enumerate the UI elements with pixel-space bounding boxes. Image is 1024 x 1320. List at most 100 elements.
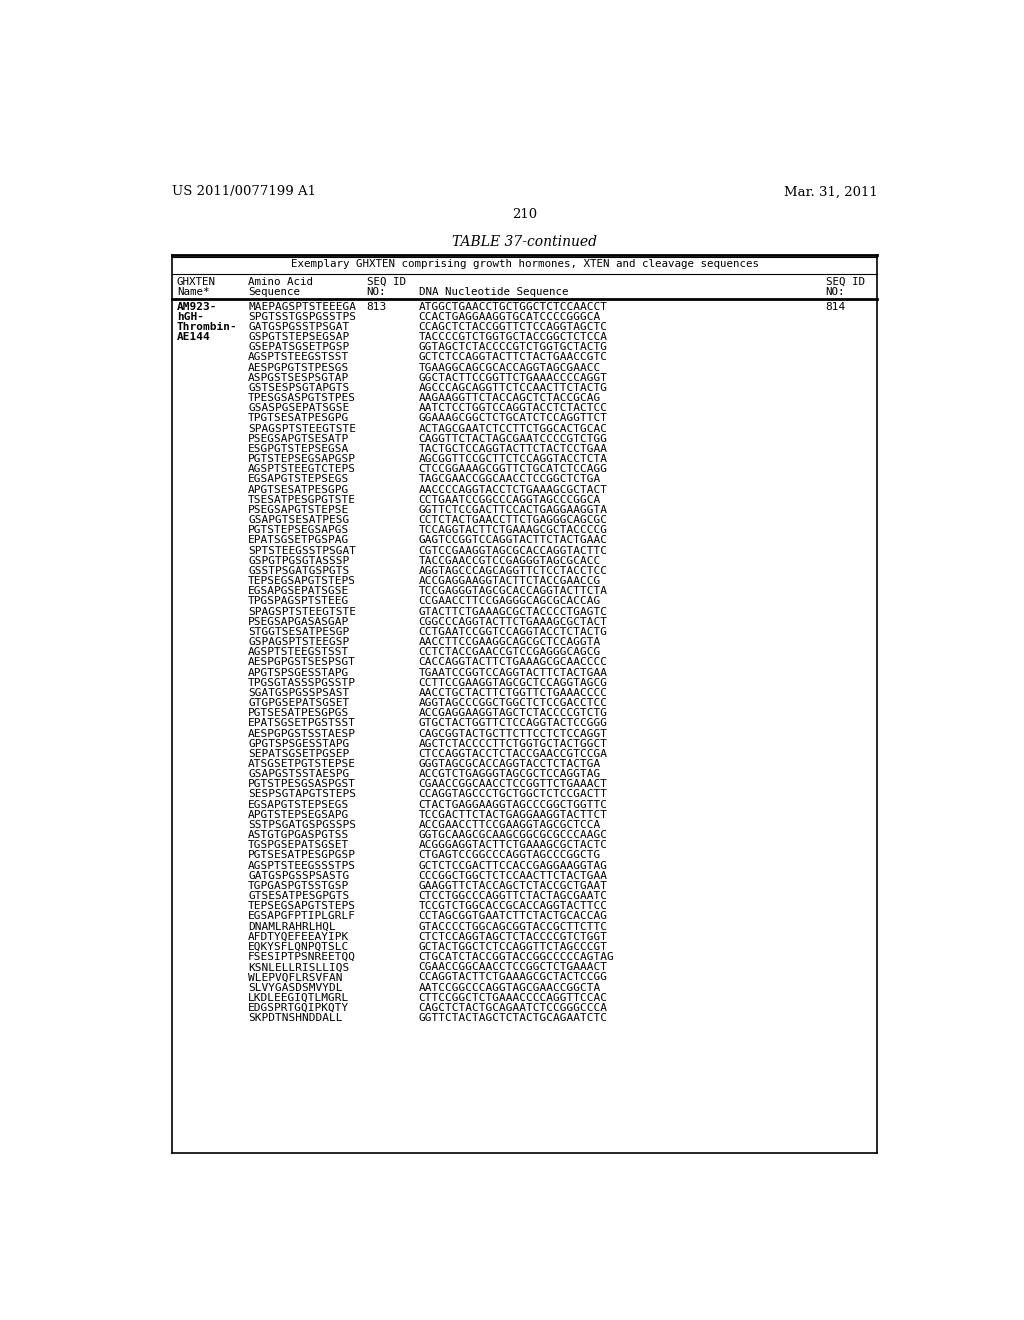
Text: DNAMLRAHRLHQL: DNAMLRAHRLHQL xyxy=(248,921,336,932)
Text: CAGGTTCTACTAGCGAATCCCCGTCTGG: CAGGTTCTACTAGCGAATCCCCGTCTGG xyxy=(419,434,607,444)
Text: Amino Acid: Amino Acid xyxy=(248,277,313,286)
Text: CTCCAGGTACCTCTACCGAACCGTCCGA: CTCCAGGTACCTCTACCGAACCGTCCGA xyxy=(419,748,607,759)
Text: SGATGSPGSSPSAST: SGATGSPGSSPSAST xyxy=(248,688,349,698)
Text: ATSGSETPGTSTEPSE: ATSGSETPGTSTEPSE xyxy=(248,759,356,770)
Text: Exemplary GHXTEN comprising growth hormones, XTEN and cleavage sequences: Exemplary GHXTEN comprising growth hormo… xyxy=(291,259,759,268)
Text: GAGTCCGGTCCAGGTACTTCTACTGAAC: GAGTCCGGTCCAGGTACTTCTACTGAAC xyxy=(419,536,607,545)
Text: TCCGAGGGTAGCGCACCAGGTACTTCTA: TCCGAGGGTAGCGCACCAGGTACTTCTA xyxy=(419,586,607,597)
Text: CCCGGCTGGCTCTCCAACTTCTACTGAA: CCCGGCTGGCTCTCCAACTTCTACTGAA xyxy=(419,871,607,880)
Text: GGAAAGCGGCTCTGCATCTCCAGGTTCT: GGAAAGCGGCTCTGCATCTCCAGGTTCT xyxy=(419,413,607,424)
Text: GSAPGTSESATPESG: GSAPGTSESATPESG xyxy=(248,515,349,525)
Text: ACCGAGGAAGGTACTTCTACCGAACCG: ACCGAGGAAGGTACTTCTACCGAACCG xyxy=(419,576,601,586)
Text: GHXTEN: GHXTEN xyxy=(177,277,216,286)
Text: ESGPGTSTEPSEGSA: ESGPGTSTEPSEGSA xyxy=(248,444,349,454)
Text: ASPGSTSESPSGTAP: ASPGSTSESPSGTAP xyxy=(248,372,349,383)
Text: TCCGTCTGGCACCGCACCAGGTACTTCC: TCCGTCTGGCACCGCACCAGGTACTTCC xyxy=(419,902,607,911)
Text: ACCGTCTGAGGGTAGCGCTCCAGGTAG: ACCGTCTGAGGGTAGCGCTCCAGGTAG xyxy=(419,770,601,779)
Text: TCCGACTTCTACTGAGGAAGGTACTTCT: TCCGACTTCTACTGAGGAAGGTACTTCT xyxy=(419,810,607,820)
Text: TACCGAACCGTCCGAGGGTAGCGCACC: TACCGAACCGTCCGAGGGTAGCGCACC xyxy=(419,556,601,566)
Text: GTACTTCTGAAAGCGCTACCCCTGAGTC: GTACTTCTGAAAGCGCTACCCCTGAGTC xyxy=(419,607,607,616)
Text: FSESIPTPSNREETQQ: FSESIPTPSNREETQQ xyxy=(248,952,356,962)
Text: CTCCGGAAAGCGGTTCTGCATCTCCAGG: CTCCGGAAAGCGGTTCTGCATCTCCAGG xyxy=(419,465,607,474)
Text: hGH-: hGH- xyxy=(177,312,204,322)
Text: AM923-: AM923- xyxy=(177,302,217,312)
Text: GCTCTCCAGGTACTTCTACTGAACCGTC: GCTCTCCAGGTACTTCTACTGAACCGTC xyxy=(419,352,607,363)
Text: SPAGSPTSTEEGТSTE: SPAGSPTSTEEGТSTE xyxy=(248,424,356,433)
Text: GPGTSPSGESSTAPG: GPGTSPSGESSTAPG xyxy=(248,739,349,748)
Text: PGTSTPESGSASPGST: PGTSTPESGSASPGST xyxy=(248,779,356,789)
Text: TGSPGSEPATSGSET: TGSPGSEPATSGSET xyxy=(248,841,349,850)
Text: TGAAGGCAGCGCACCAGGTAGCGAACC: TGAAGGCAGCGCACCAGGTAGCGAACC xyxy=(419,363,601,372)
Text: GAAGGTTCTACCAGCTCTACCGCTGAAT: GAAGGTTCTACCAGCTCTACCGCTGAAT xyxy=(419,880,607,891)
Text: TPGTSESATPESGPG: TPGTSESATPESGPG xyxy=(248,413,349,424)
Text: AGCTCTACCCCTTCTGGTGCTACTGGCT: AGCTCTACCCCTTCTGGTGCTACTGGCT xyxy=(419,739,607,748)
Text: TSESATPESGPGTSTE: TSESATPESGPGTSTE xyxy=(248,495,356,504)
Text: GSPGTPGSGTASSSP: GSPGTPGSGTASSSP xyxy=(248,556,349,566)
Text: TPGSPAGSPTSTEEG: TPGSPAGSPTSTEEG xyxy=(248,597,349,606)
Text: AE144: AE144 xyxy=(177,333,211,342)
Text: GGGTAGCGCACCAGGTACCTCTACTGA: GGGTAGCGCACCAGGTACCTCTACTGA xyxy=(419,759,601,770)
Text: PSEGSAPGTSESATP: PSEGSAPGTSESATP xyxy=(248,434,349,444)
Text: SSTPSGATGSPGSSPS: SSTPSGATGSPGSSPS xyxy=(248,820,356,830)
Text: TAGCGAACCGGCAACCTCCGGCTCTGA: TAGCGAACCGGCAACCTCCGGCTCTGA xyxy=(419,474,601,484)
Text: AGGTAGCCCAGCAGGTTCTCCTACCTCC: AGGTAGCCCAGCAGGTTCTCCTACCTCC xyxy=(419,566,607,576)
Text: GSPAGSPTSTEEGSP: GSPAGSPTSTEEGSP xyxy=(248,638,349,647)
Text: PSEGSAPGASASGAP: PSEGSAPGASASGAP xyxy=(248,616,349,627)
Text: CTCTCCAGGTAGCTCTACCCCGTCTGGT: CTCTCCAGGTAGCTCTACCCCGTCTGGT xyxy=(419,932,607,941)
Text: PGTSESATPESGPGS: PGTSESATPESGPGS xyxy=(248,708,349,718)
Text: Thrombin-: Thrombin- xyxy=(177,322,238,331)
Text: GGTTCTCCGACTTCCACTGAGGAAGGTA: GGTTCTCCGACTTCCACTGAGGAAGGTA xyxy=(419,506,607,515)
Text: TPGSGTASSSPGSSTP: TPGSGTASSSPGSSTP xyxy=(248,677,356,688)
Text: AACCCCAGGTACCTCTGAAAGCGCTACT: AACCCCAGGTACCTCTGAAAGCGCTACT xyxy=(419,484,607,495)
Text: TGPGASPGTSSTGSP: TGPGASPGTSSTGSP xyxy=(248,880,349,891)
Text: Sequence: Sequence xyxy=(248,286,300,297)
Text: CAGCTCTACTGCAGAATCTCCGGGCCCA: CAGCTCTACTGCAGAATCTCCGGGCCCA xyxy=(419,1003,607,1012)
Text: CGTCCGAAGGTAGCGCACCAGGTACTTC: CGTCCGAAGGTAGCGCACCAGGTACTTC xyxy=(419,545,607,556)
Text: SKPDTNSHNDDALL: SKPDTNSHNDDALL xyxy=(248,1014,343,1023)
Text: GGCTACTTCCGGTTCTGAAACCCCAGGT: GGCTACTTCCGGTTCTGAAACCCCAGGT xyxy=(419,372,607,383)
Text: NO:: NO: xyxy=(825,286,845,297)
Text: EDGSPRTGQIPKQTY: EDGSPRTGQIPKQTY xyxy=(248,1003,349,1012)
Text: AGSPTSTEEGSTSST: AGSPTSTEEGSTSST xyxy=(248,647,349,657)
Text: CCTGAATCCGGCCCAGGTAGCCCGGCA: CCTGAATCCGGCCCAGGTAGCCCGGCA xyxy=(419,495,601,504)
Text: CGGCCCAGGTACTTCTGAAAGCGCTACT: CGGCCCAGGTACTTCTGAAAGCGCTACT xyxy=(419,616,607,627)
Text: TEPSEGSAPGTSTEPS: TEPSEGSAPGTSTEPS xyxy=(248,902,356,911)
Text: AACCTTCCGAAGGCAGCGCTCCAGGTA: AACCTTCCGAAGGCAGCGCTCCAGGTA xyxy=(419,638,601,647)
Text: AESPGPGSTSESPSGT: AESPGPGSTSESPSGT xyxy=(248,657,356,668)
Text: ASTGTGPGASPGTSS: ASTGTGPGASPGTSS xyxy=(248,830,349,840)
Text: SEPATSGSETPGSEP: SEPATSGSETPGSEP xyxy=(248,748,349,759)
Text: CTGAGTCCGGCCCAGGTAGCCCGGCTG: CTGAGTCCGGCCCAGGTAGCCCGGCTG xyxy=(419,850,601,861)
Text: GCTCTCCGACTTCCACCGAGGAAGGTAG: GCTCTCCGACTTCCACCGAGGAAGGTAG xyxy=(419,861,607,871)
Text: PGTSESATPESGPGSP: PGTSESATPESGPGSP xyxy=(248,850,356,861)
Text: CTCCTGGCCCAGGTTCTACTAGCGAATC: CTCCTGGCCCAGGTTCTACTAGCGAATC xyxy=(419,891,607,902)
Text: AATCCGGCCCAGGTAGCGAACCGGCTA: AATCCGGCCCAGGTAGCGAACCGGCTA xyxy=(419,982,601,993)
Text: AGCGGTTCCGCTTCTCCAGGTACCTCTA: AGCGGTTCCGCTTCTCCAGGTACCTCTA xyxy=(419,454,607,465)
Text: GTACCCCTGGCAGCGGTACCGCTTCTTC: GTACCCCTGGCAGCGGTACCGCTTCTTC xyxy=(419,921,607,932)
Text: MAEPAGSPTSTEEEGA: MAEPAGSPTSTEEEGA xyxy=(248,302,356,312)
Text: CGAACCGGCAACCTCCGGCTCTGAAACT: CGAACCGGCAACCTCCGGCTCTGAAACT xyxy=(419,962,607,973)
Text: GGTTCTACTAGCTCTACTGCAGAATCTC: GGTTCTACTAGCTCTACTGCAGAATCTC xyxy=(419,1014,607,1023)
Text: CCAGCTCTACCGGTTCTCCAGGTAGCTC: CCAGCTCTACCGGTTCTCCAGGTAGCTC xyxy=(419,322,607,331)
Text: NO:: NO: xyxy=(367,286,386,297)
Text: SLVYGASDSMVYDL: SLVYGASDSMVYDL xyxy=(248,982,343,993)
Text: US 2011/0077199 A1: US 2011/0077199 A1 xyxy=(172,185,316,198)
Text: SPAGSPTSTEEGТSTE: SPAGSPTSTEEGТSTE xyxy=(248,607,356,616)
Text: CCTAGCGGTGAATCTTCTACTGCACCAG: CCTAGCGGTGAATCTTCTACTGCACCAG xyxy=(419,911,607,921)
Text: AFDTYQEFEEAYIPK: AFDTYQEFEEAYIPK xyxy=(248,932,349,941)
Text: GSEPATSGSETPGSP: GSEPATSGSETPGSP xyxy=(248,342,349,352)
Text: AESPGPGTSTPESGS: AESPGPGTSTPESGS xyxy=(248,363,349,372)
Text: CCTGAATCCGGTCCAGGTACCTCTACTG: CCTGAATCCGGTCCAGGTACCTCTACTG xyxy=(419,627,607,636)
Text: PGTSTEPSEGSAPGSP: PGTSTEPSEGSAPGSP xyxy=(248,454,356,465)
Text: Name*: Name* xyxy=(177,286,209,297)
Text: CCGAACCTTCCGAGGGCAGCGCACCAG: CCGAACCTTCCGAGGGCAGCGCACCAG xyxy=(419,597,601,606)
Text: CCACTGAGGAAGGTGCATCCCCGGGCA: CCACTGAGGAAGGTGCATCCCCGGGCA xyxy=(419,312,601,322)
Text: ACCGAACCTTCCGAAGGTAGCGCTCCA: ACCGAACCTTCCGAAGGTAGCGCTCCA xyxy=(419,820,601,830)
Text: APGTSPSGESSTAPG: APGTSPSGESSTAPG xyxy=(248,668,349,677)
Text: CACCAGGTACTTCTGAAAGCGCAACCCC: CACCAGGTACTTCTGAAAGCGCAACCCC xyxy=(419,657,607,668)
Text: EGSAPGTSTEPSEGS: EGSAPGTSTEPSEGS xyxy=(248,800,349,809)
Text: 814: 814 xyxy=(825,302,846,312)
Text: AESPGPGSTSSTAЕSP: AESPGPGSTSSTAЕSP xyxy=(248,729,356,738)
Text: GGTGCAAGCGCAAGCGGCGCGCCCAAGC: GGTGCAAGCGCAAGCGGCGCGCCCAAGC xyxy=(419,830,607,840)
Text: CAGCGGTACTGCTTCTTCCTCTCCAGGT: CAGCGGTACTGCTTCTTCCTCTCCAGGT xyxy=(419,729,607,738)
Text: AGSPTSTEEGSSSTPS: AGSPTSTEEGSSSTPS xyxy=(248,861,356,871)
